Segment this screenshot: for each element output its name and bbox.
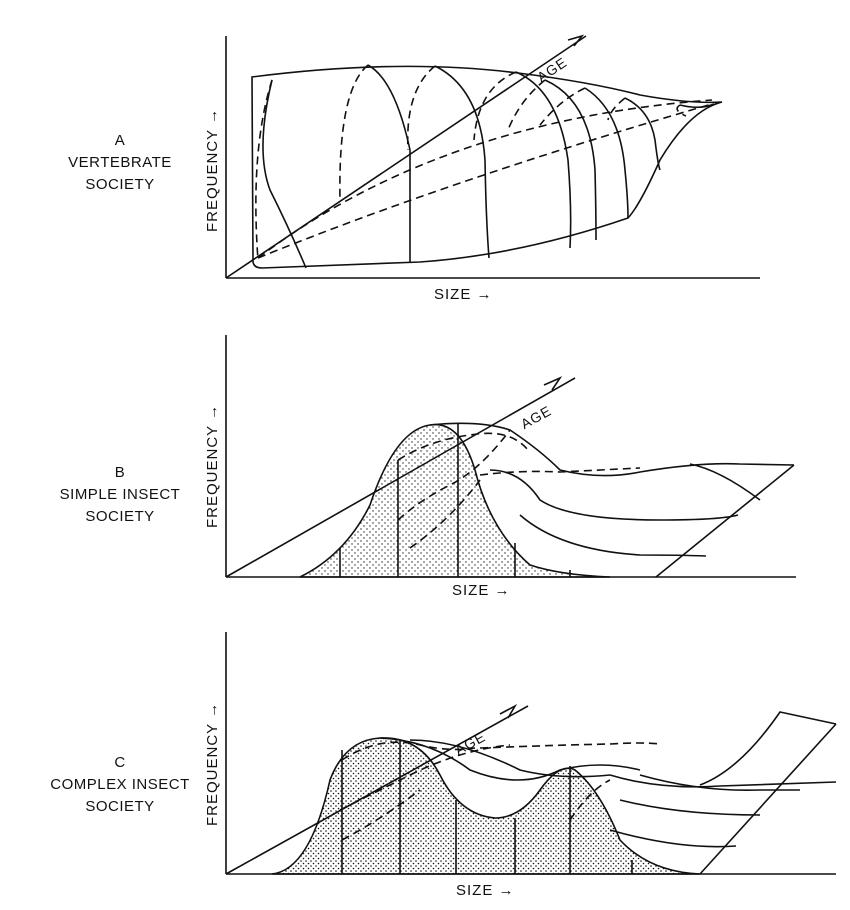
panel-b-y-label-text: FREQUENCY [204, 425, 221, 528]
panel-a-x-label-text: SIZE [434, 286, 472, 303]
panel-c-x-label: SIZE → [456, 882, 515, 899]
panel-c-x-arrow: → [498, 882, 515, 899]
panel-c-y-label: FREQUENCY → [204, 702, 221, 826]
panel-c-diagram [225, 632, 837, 875]
panel-c-title: C COMPLEX INSECT SOCIETY [30, 752, 210, 818]
panel-b-title-line2: SOCIETY [85, 508, 155, 525]
panel-a-y-label-text: FREQUENCY [204, 129, 221, 232]
panel-b-x-label-text: SIZE [452, 582, 490, 599]
panel-c-title-line1: COMPLEX INSECT [50, 776, 190, 793]
panel-b-letter: B [114, 464, 126, 481]
panel-a-x-label: SIZE → [434, 286, 493, 303]
panel-b-y-arrow: → [204, 403, 221, 420]
panel-c-front-curve [271, 737, 701, 875]
panel-a-y-arrow: → [204, 107, 221, 124]
panel-c-y-label-text: FREQUENCY [204, 723, 221, 826]
panel-a-age-axis [225, 35, 587, 279]
panel-c-letter: C [114, 754, 126, 771]
panel-b-title: B SIMPLE INSECT SOCIETY [30, 462, 210, 528]
panel-b-x-label: SIZE → [452, 582, 511, 599]
panel-b-front-curve [299, 423, 611, 578]
panel-a-title: A VERTEBRATE SOCIETY [30, 130, 210, 196]
panel-b-y-label: FREQUENCY → [204, 404, 221, 528]
panel-c-title-line2: SOCIETY [85, 798, 155, 815]
panel-a-letter: A [114, 132, 126, 149]
panel-b-title-line1: SIMPLE INSECT [59, 486, 181, 503]
panel-a-y-label: FREQUENCY → [204, 108, 221, 232]
panel-a-title-line2: SOCIETY [85, 176, 155, 193]
panel-b-diagram [225, 335, 796, 578]
panel-c-x-label-text: SIZE [456, 882, 494, 899]
panel-b-x-arrow: → [494, 582, 511, 599]
panel-a-x-arrow: → [476, 286, 493, 303]
panel-a-diagram [225, 34, 760, 279]
panel-c-y-arrow: → [204, 701, 221, 718]
panel-a-title-line1: VERTEBRATE [68, 154, 172, 171]
